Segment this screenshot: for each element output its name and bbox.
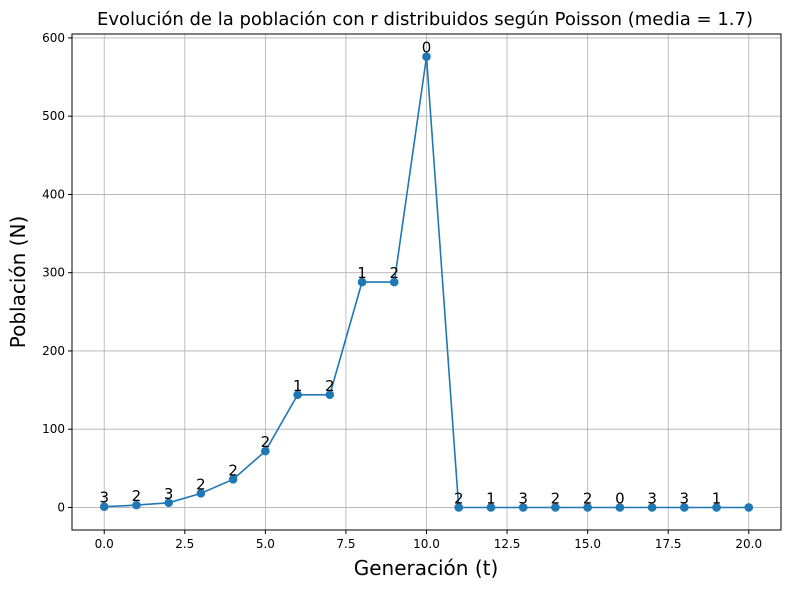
x-tick-label: 12.5 [494, 537, 521, 551]
y-tick-label: 400 [42, 187, 65, 201]
x-tick-label: 15.0 [574, 537, 601, 551]
point-label: 3 [518, 489, 528, 507]
point-label: 2 [389, 264, 399, 282]
x-tick-label: 5.0 [256, 537, 275, 551]
point-label: 1 [293, 377, 303, 395]
data-point [422, 52, 431, 61]
y-tick-label: 600 [42, 31, 65, 45]
point-label: 2 [132, 487, 142, 505]
point-label: 3 [164, 485, 174, 503]
data-point [680, 503, 689, 512]
y-tick-label: 500 [42, 109, 65, 123]
data-point [486, 503, 496, 512]
y-axis-title: Población (N) [6, 216, 30, 348]
x-tick-label: 7.5 [336, 537, 355, 551]
point-label: 2 [551, 489, 561, 507]
data-point [615, 503, 625, 512]
data-point [293, 390, 302, 400]
x-tick-label: 0.0 [95, 537, 114, 551]
data-point [357, 277, 367, 287]
data-point [551, 503, 560, 512]
point-label: 3 [680, 489, 690, 507]
y-tick-label: 100 [42, 422, 65, 436]
data-point [164, 498, 173, 508]
data-point [99, 502, 109, 511]
data-point [583, 503, 592, 512]
y-axis-ticks: 0 100 200 300 400 500 600 [42, 31, 72, 514]
point-label: 2 [228, 461, 238, 479]
point-label: 2 [325, 377, 335, 395]
x-tick-label: 17.5 [655, 537, 682, 551]
point-label: 1 [712, 489, 722, 507]
x-tick-label: 2.5 [175, 537, 194, 551]
x-tick-label: 10.0 [413, 537, 440, 551]
point-label: 1 [486, 489, 496, 507]
point-label: 3 [99, 489, 109, 507]
data-point [325, 390, 335, 400]
x-tick-label: 20.0 [735, 537, 762, 551]
data-point [712, 503, 721, 512]
point-label: 0 [422, 39, 432, 57]
data-point [647, 503, 657, 512]
point-label: 2 [196, 475, 206, 493]
point-label: 3 [647, 489, 657, 507]
point-label: 2 [583, 489, 593, 507]
data-point [744, 503, 754, 512]
point-label: 0 [615, 489, 625, 507]
data-point [228, 474, 238, 484]
data-point [454, 503, 464, 512]
chart-title: Evolución de la población con r distribu… [97, 9, 753, 30]
x-axis-title: Generación (t) [354, 556, 499, 580]
series-layer [99, 52, 754, 512]
data-point [132, 500, 141, 510]
y-tick-label: 0 [57, 500, 65, 514]
x-axis-ticks: 0.0 2.5 5.0 7.5 10.0 12.5 15.0 17.5 20.0 [95, 530, 762, 551]
data-point [389, 277, 399, 287]
point-label: 1 [357, 264, 367, 282]
data-point [261, 446, 270, 456]
y-tick-label: 300 [42, 266, 65, 280]
data-point [518, 503, 528, 512]
point-label: 2 [454, 489, 464, 507]
data-point [196, 489, 206, 498]
y-tick-label: 200 [42, 344, 65, 358]
point-label: 2 [261, 433, 271, 451]
point-labels: 3 2 3 2 2 2 1 2 1 2 0 2 1 3 2 2 0 3 3 1 [99, 39, 721, 508]
